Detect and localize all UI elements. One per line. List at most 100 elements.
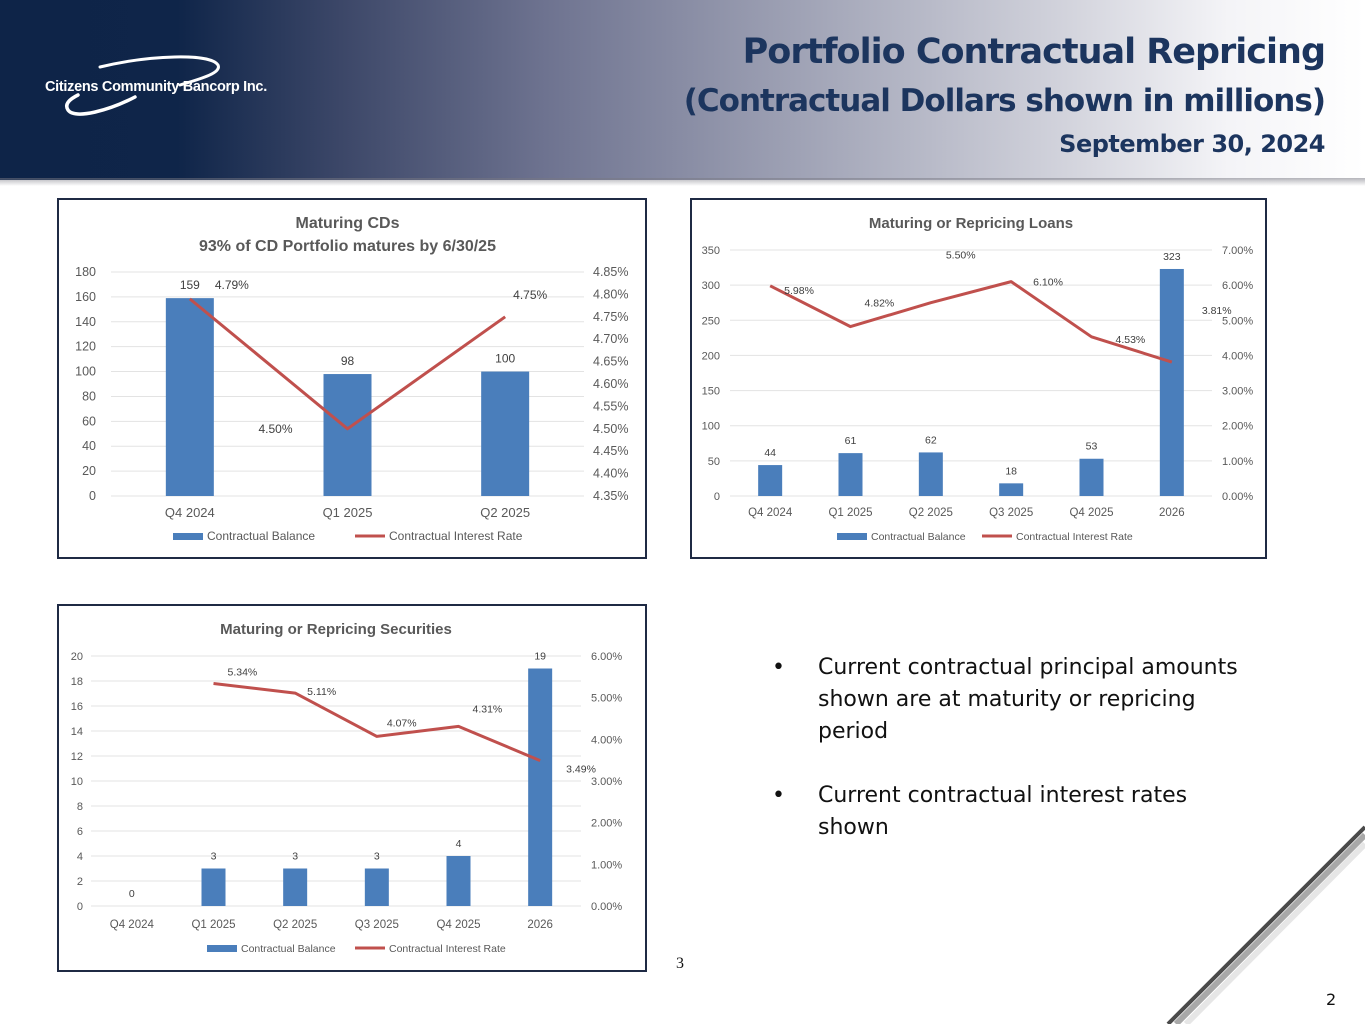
page-subtitle: (Contractual Dollars shown in millions) [683, 83, 1326, 119]
y-right-tick-label: 7.00% [1222, 245, 1253, 257]
slide-label: 3 [676, 955, 684, 972]
x-tick-label: Q2 2025 [909, 507, 953, 519]
rate-value-label: 4.82% [865, 298, 895, 310]
bar-value-label: 3 [292, 851, 298, 863]
y-left-tick-label: 160 [75, 290, 96, 304]
y-right-tick-label: 4.50% [593, 422, 628, 436]
note-text: Current contractual interest rates shown [818, 783, 1188, 840]
y-right-tick-label: 6.00% [591, 651, 622, 663]
y-left-tick-label: 12 [71, 751, 83, 763]
rate-line [188, 297, 507, 431]
y-left-tick-label: 10 [71, 776, 83, 788]
header-shadow [0, 178, 1365, 186]
x-tick-label: Q1 2025 [323, 505, 373, 520]
y-right-tick-label: 1.00% [1222, 456, 1253, 468]
y-left-tick-label: 350 [702, 245, 720, 257]
y-right-tick-label: 5.00% [1222, 315, 1253, 327]
y-left-tick-label: 18 [71, 676, 83, 688]
y-right-tick-label: 4.80% [593, 287, 628, 301]
rate-value-label: 4.31% [473, 703, 503, 715]
x-tick-label: Q4 2024 [165, 505, 215, 520]
legend-label: Contractual Balance [241, 943, 336, 955]
y-left-tick-label: 300 [702, 280, 720, 292]
rate-value-label: 5.50% [946, 250, 976, 262]
company-logo: Citizens Community Bancorp Inc. [40, 55, 270, 125]
page-curl-decoration [1160, 825, 1365, 1024]
y-right-tick-label: 3.00% [591, 776, 622, 788]
note-text: Current contractual principal amounts sh… [818, 655, 1238, 744]
bar-value-label: 323 [1163, 251, 1181, 263]
y-right-tick-label: 4.60% [593, 377, 628, 391]
y-right-tick-label: 2.00% [1222, 421, 1253, 433]
x-tick-label: 2026 [1159, 507, 1185, 519]
rate-value-label: 4.53% [1116, 334, 1146, 346]
note-item: • Current contractual interest rates sho… [772, 780, 1252, 844]
bar [999, 483, 1024, 496]
x-tick-label: Q3 2025 [989, 507, 1033, 519]
rate-value-label: 6.10% [1033, 277, 1063, 289]
header-banner: Citizens Community Bancorp Inc. [0, 0, 1365, 180]
maturing-securities-chart: Maturing or Repricing Securities 0 2 4 6 8 10 1… [57, 604, 647, 972]
legend-label: Contractual Balance [207, 529, 315, 543]
maturing-cds-chart-svg: Maturing CDs 93% of CD Portfolio matures … [75, 215, 628, 543]
bar-value-label: 4 [456, 838, 462, 850]
y-left-tick-label: 6 [77, 826, 83, 838]
y-left-tick-label: 60 [82, 414, 96, 428]
rate-line [769, 280, 1173, 364]
bar [918, 452, 943, 496]
bar-value-label: 19 [534, 651, 546, 663]
y-left-tick-label: 20 [71, 651, 83, 663]
bar [528, 668, 553, 906]
x-tick-label: Q4 2024 [748, 507, 793, 519]
bar [446, 856, 471, 906]
y-left-tick-label: 50 [708, 456, 720, 468]
y-right-tick-label: 4.75% [593, 310, 628, 324]
bar [364, 868, 389, 906]
rate-value-label: 3.49% [566, 764, 596, 776]
bullet-icon: • [772, 783, 785, 808]
bar-value-label: 53 [1086, 441, 1098, 453]
y-right-tick-label: 4.00% [1222, 350, 1253, 362]
report-date: September 30, 2024 [1059, 130, 1325, 158]
chart-title: Maturing or Repricing Securities [220, 621, 452, 638]
y-right-tick-label: 2.00% [591, 818, 622, 830]
legend-label: Contractual Balance [871, 531, 966, 543]
y-left-tick-label: 0 [89, 489, 96, 503]
bar-value-label: 18 [1005, 465, 1017, 477]
y-right-tick-label: 4.45% [593, 444, 628, 458]
maturing-securities-chart-svg: Maturing or Repricing Securities 0 2 4 6 8 10 1… [71, 621, 623, 955]
legend-bar-swatch [837, 533, 867, 540]
maturing-loans-chart: Maturing or Repricing Loans 0 50 100 150 200 2… [690, 198, 1267, 559]
y-left-tick-label: 80 [82, 389, 96, 403]
bar-value-label: 98 [341, 354, 355, 368]
y-left-tick-label: 2 [77, 876, 83, 888]
legend-bar-swatch [173, 533, 203, 540]
rate-value-label: 4.07% [387, 717, 417, 729]
y-left-tick-label: 200 [702, 350, 720, 362]
legend-label: Contractual Interest Rate [389, 943, 506, 955]
y-right-tick-label: 4.00% [591, 734, 622, 746]
bar-value-label: 3 [374, 851, 380, 863]
bar-value-label: 61 [845, 435, 857, 447]
bullet-icon: • [772, 655, 785, 680]
chart-title: Maturing CDs [296, 215, 400, 232]
rate-value-label: 5.11% [307, 686, 336, 698]
y-left-tick-label: 0 [714, 491, 720, 503]
bar-value-label: 3 [211, 851, 217, 863]
y-left-tick-label: 0 [77, 901, 83, 913]
y-left-tick-label: 40 [82, 439, 96, 453]
y-right-tick-label: 4.65% [593, 355, 628, 369]
logo-swoosh-icon [65, 55, 220, 116]
y-left-tick-label: 100 [75, 365, 96, 379]
x-tick-label: 2026 [527, 919, 553, 931]
y-left-tick-label: 20 [82, 464, 96, 478]
y-right-tick-label: 6.00% [1222, 280, 1253, 292]
y-left-tick-label: 140 [75, 315, 96, 329]
y-right-tick-label: 4.70% [593, 332, 628, 346]
y-left-tick-label: 16 [71, 701, 83, 713]
bar [1159, 268, 1184, 496]
note-item: • Current contractual principal amounts … [772, 652, 1252, 748]
y-right-tick-label: 1.00% [591, 859, 622, 871]
bar [201, 868, 226, 906]
x-tick-label: Q2 2025 [273, 919, 317, 931]
